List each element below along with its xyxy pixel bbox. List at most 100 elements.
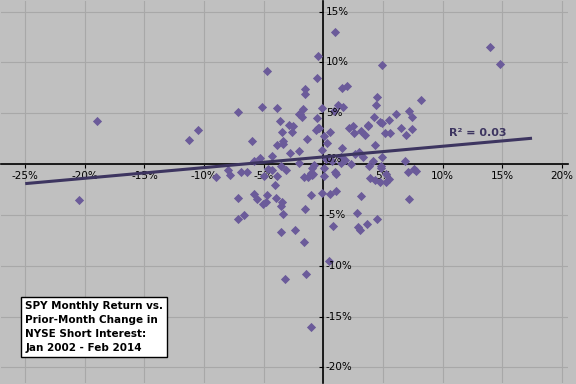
Point (355, 227, 364, 233)
Point (344, 125, 353, 131)
Point (377, 119, 386, 126)
Point (301, 91, 310, 97)
Point (333, 102, 342, 108)
Point (331, 171, 340, 177)
Point (354, 149, 363, 156)
Point (373, 94, 382, 100)
Text: 15%: 15% (326, 7, 349, 17)
Point (312, 127, 321, 133)
Point (362, 221, 372, 227)
Point (332, 188, 341, 194)
Point (271, 195, 281, 201)
Point (267, 153, 276, 159)
Point (294, 160, 303, 166)
Point (319, 164, 328, 170)
Point (317, 105, 327, 111)
Point (309, 171, 318, 177)
Point (247, 138, 256, 144)
Point (277, 129, 286, 135)
Text: -15%: -15% (326, 311, 353, 321)
Point (212, 174, 221, 180)
Point (369, 157, 378, 164)
Point (407, 126, 416, 132)
Point (403, 169, 412, 175)
Point (277, 199, 286, 205)
Point (312, 115, 321, 121)
Point (92, 118, 101, 124)
Point (308, 165, 317, 171)
Point (233, 109, 242, 115)
Point (306, 192, 315, 198)
Point (307, 324, 316, 330)
Point (270, 182, 279, 188)
Point (330, 169, 339, 175)
Point (300, 206, 309, 212)
Point (317, 147, 327, 153)
Point (242, 169, 252, 175)
Point (407, 114, 416, 120)
Point (370, 142, 379, 148)
Point (359, 154, 368, 160)
Point (301, 271, 310, 277)
Point (404, 108, 414, 114)
Point (363, 123, 373, 129)
Point (225, 172, 234, 179)
Point (336, 154, 345, 160)
Point (325, 191, 334, 197)
Point (272, 106, 282, 112)
Point (401, 132, 411, 138)
Point (325, 258, 334, 264)
Point (299, 106, 308, 112)
Point (381, 179, 391, 185)
Point (350, 151, 359, 157)
Point (267, 167, 276, 174)
Point (382, 171, 391, 177)
Point (255, 155, 264, 161)
Point (279, 141, 288, 147)
Point (233, 195, 242, 201)
Point (259, 174, 268, 180)
Point (223, 167, 232, 173)
Point (287, 129, 297, 135)
Point (317, 190, 327, 196)
Point (495, 61, 505, 68)
Point (361, 132, 370, 138)
Point (291, 227, 300, 233)
Point (380, 130, 389, 136)
Point (306, 170, 316, 176)
Point (363, 122, 372, 128)
Point (233, 216, 242, 222)
Point (194, 127, 203, 133)
Point (300, 174, 309, 180)
Point (404, 196, 413, 202)
Point (349, 129, 358, 136)
Point (300, 86, 309, 92)
Point (236, 169, 245, 175)
Point (377, 162, 386, 169)
Point (249, 158, 258, 164)
Point (323, 139, 332, 146)
Text: SPY Monthly Return vs.
Prior-Month Change in
NYSE Short Interest:
Jan 2002 - Feb: SPY Monthly Return vs. Prior-Month Chang… (25, 301, 163, 353)
Point (384, 117, 393, 123)
Point (378, 154, 387, 160)
Point (372, 216, 381, 222)
Point (261, 199, 270, 205)
Point (337, 159, 346, 166)
Point (370, 177, 380, 183)
Point (328, 157, 337, 164)
Point (74, 197, 84, 203)
Text: -20%: -20% (326, 362, 353, 372)
Point (319, 133, 328, 139)
Text: 10%: 10% (326, 57, 348, 67)
Point (295, 111, 304, 117)
Point (369, 114, 378, 120)
Point (280, 276, 289, 282)
Point (329, 108, 339, 114)
Text: 5%: 5% (326, 108, 342, 118)
Point (364, 162, 373, 169)
Point (302, 136, 311, 142)
Point (273, 142, 282, 148)
Point (366, 175, 375, 181)
Point (184, 137, 194, 144)
Point (375, 179, 384, 185)
